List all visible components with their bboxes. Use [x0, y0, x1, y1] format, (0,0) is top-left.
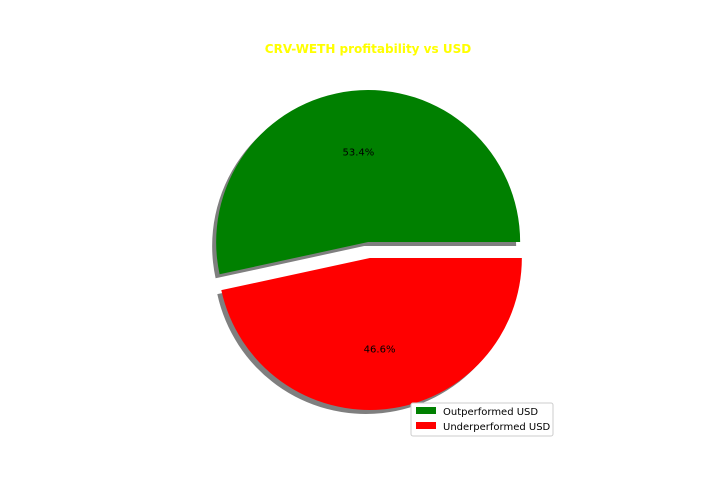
pct-label: 46.6%: [364, 345, 396, 356]
legend: Outperformed USD Underperformed USD: [410, 402, 554, 437]
pie-slice-outperformed-usd: [216, 90, 521, 275]
pie-slice-underperformed-usd: [221, 257, 522, 410]
legend-label: Outperformed USD: [443, 407, 538, 418]
legend-frame: [410, 402, 554, 437]
percentage-labels: 53.4% 46.6%: [343, 147, 396, 355]
legend-swatch: [416, 422, 436, 429]
pie-slices: [216, 90, 522, 410]
legend-swatch: [416, 407, 436, 414]
legend-label: Underperformed USD: [443, 422, 551, 433]
chart-title: CRV-WETH profitability vs USD: [265, 42, 471, 56]
pct-label: 53.4%: [343, 147, 375, 158]
